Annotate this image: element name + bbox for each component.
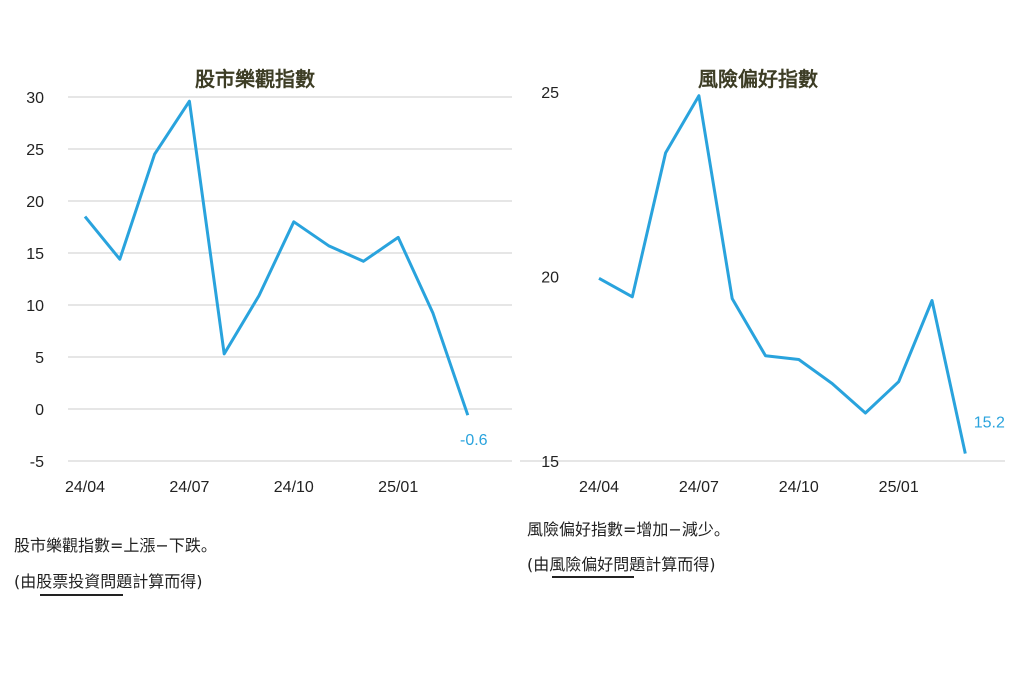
x-tick-label: 25/01: [879, 479, 919, 496]
x-tick-label: 24/07: [169, 479, 209, 496]
x-tick-label: 24/10: [274, 479, 314, 496]
y-tick-label: 25: [26, 142, 44, 159]
y-tick-label: 20: [26, 194, 44, 211]
y-tick-label: 15: [541, 454, 559, 471]
left-formula-note: 股市樂觀指數=上漲−下跌。: [14, 536, 217, 555]
last-value-label: 15.2: [974, 415, 1005, 432]
x-tick-label: 24/10: [779, 479, 819, 496]
risk-appetite-chart: 風險偏好指數 25 20 15 24/04 24/07 24/10 25/01 15.2: [520, 67, 1005, 496]
y-tick-label: 30: [26, 90, 44, 107]
series-line: [598, 94, 967, 454]
y-tick-label: 20: [541, 270, 559, 287]
y-tick-label: 15: [26, 246, 44, 263]
x-tick-label: 24/04: [579, 479, 619, 496]
last-value-label: -0.6: [460, 432, 488, 449]
y-tick-label: 25: [541, 85, 559, 102]
right-source-underline: [552, 576, 634, 578]
left-source-underline: [40, 594, 123, 596]
y-tick-label: 10: [26, 298, 44, 315]
series-line: [83, 99, 470, 416]
x-tick-label: 24/07: [679, 479, 719, 496]
stock-optimism-chart: 股市樂觀指數 30 25 20 15 10 5 0 -5 24/04 24/07 24/10 25/…: [26, 67, 512, 496]
left-source-note: (由股票投資問題計算而得): [14, 572, 203, 591]
right-formula-note: 風險偏好指數=增加−減少。: [527, 520, 730, 539]
right-source-note: (由風險偏好問題計算而得): [527, 555, 716, 574]
x-tick-label: 24/04: [65, 479, 105, 496]
chart-title: 股市樂觀指數: [195, 67, 315, 91]
chart-title: 風險偏好指數: [698, 67, 818, 91]
y-tick-label: 5: [35, 350, 44, 367]
x-tick-label: 25/01: [378, 479, 418, 496]
y-tick-label: -5: [30, 454, 44, 471]
y-tick-label: 0: [35, 402, 44, 419]
